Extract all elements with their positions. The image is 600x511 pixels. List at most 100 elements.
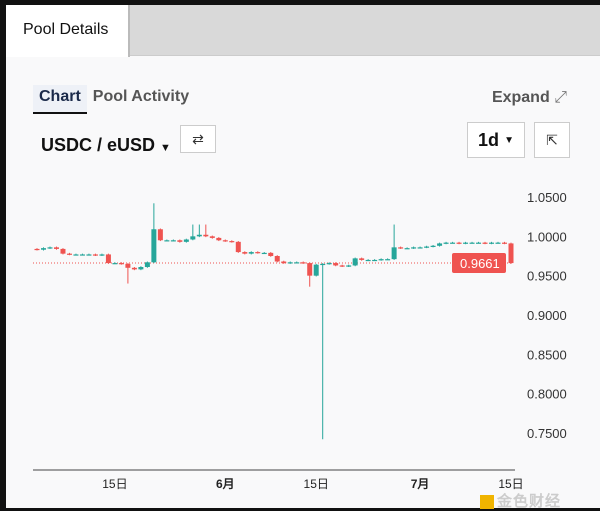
candle-body <box>326 263 332 265</box>
candle-body <box>346 265 352 267</box>
candle-body <box>424 246 430 248</box>
candle-body <box>502 242 508 244</box>
y-tick-label: 1.0500 <box>527 190 567 205</box>
candle-body <box>222 240 228 242</box>
expand-button[interactable]: Expand ⤢ <box>492 89 567 107</box>
candle-body <box>248 252 254 254</box>
chart-subtabs: Chart Pool Activity <box>33 85 195 114</box>
candle-body <box>196 234 202 237</box>
candle-body <box>209 236 215 238</box>
candle-body <box>398 247 404 249</box>
candle-body <box>372 259 378 262</box>
candle-body <box>411 247 417 249</box>
x-tick-label: 7月 <box>411 477 430 491</box>
candle-body <box>170 240 176 242</box>
subtab-chart[interactable]: Chart <box>33 85 87 114</box>
y-tick-label: 1.0000 <box>527 229 567 244</box>
candle-body <box>313 264 319 276</box>
candle-body <box>476 242 482 244</box>
candle-body <box>242 252 248 254</box>
candle-body <box>294 262 300 264</box>
candle-body <box>125 263 131 268</box>
candle-body <box>508 243 514 264</box>
candle-body <box>300 262 306 264</box>
expand-label: Expand <box>491 89 550 106</box>
candle-body <box>151 229 157 263</box>
tab-bar: Pool Details <box>6 5 600 57</box>
tab-pool-details[interactable]: Pool Details <box>6 5 130 57</box>
candle-body <box>229 241 235 243</box>
candle-body <box>456 242 462 244</box>
candle-body <box>164 240 170 242</box>
x-tick-label: 15日 <box>304 477 329 491</box>
candle-body <box>177 240 183 242</box>
candle-body <box>105 254 111 264</box>
candle-body <box>66 253 72 255</box>
candle-body <box>86 254 92 256</box>
y-tick-label: 0.8000 <box>527 387 567 402</box>
candle-body <box>320 263 326 266</box>
interval-selector[interactable]: 1d ▼ <box>467 122 525 158</box>
candle-body <box>281 261 287 264</box>
candle-body <box>333 263 339 266</box>
swap-icon: ⇄ <box>192 130 204 147</box>
x-tick-label: 15日 <box>498 477 523 491</box>
candle-body <box>203 234 209 237</box>
candle-body <box>144 262 150 268</box>
subtab-pool-activity[interactable]: Pool Activity <box>92 88 190 105</box>
pair-selector[interactable]: USDC / eUSD ▼ <box>41 135 171 156</box>
candle-body <box>157 229 163 241</box>
candle-body <box>118 263 124 265</box>
candle-body <box>450 242 456 244</box>
candle-body <box>287 262 293 264</box>
watermark-logo: 金色财经 <box>480 494 561 510</box>
candle-body <box>437 243 443 246</box>
candle-body <box>235 241 241 253</box>
candle-body <box>99 254 105 256</box>
candle-body <box>190 236 196 240</box>
candle-body <box>391 247 397 260</box>
candle-body <box>443 242 449 244</box>
candle-body <box>482 242 488 244</box>
caret-down-icon: ▼ <box>160 142 171 154</box>
candle-body <box>404 248 410 250</box>
candle-body <box>268 252 274 257</box>
candle-body <box>92 254 98 256</box>
current-price-badge <box>452 253 506 274</box>
candle-body <box>307 263 313 276</box>
x-tick-label: 6月 <box>216 477 235 491</box>
candle-body <box>430 245 436 247</box>
candle-body <box>34 248 40 251</box>
candle-body <box>131 267 137 270</box>
candle-body <box>378 259 384 261</box>
candle-body <box>53 247 59 249</box>
x-tick-label: 15日 <box>102 477 127 491</box>
candle-body <box>365 259 371 262</box>
cursor-tool-button[interactable]: ⇱ <box>534 122 570 158</box>
candle-body <box>261 252 267 255</box>
y-tick-label: 0.8500 <box>527 347 567 362</box>
candle-body <box>385 259 391 261</box>
cursor-icon: ⇱ <box>546 131 558 148</box>
swap-pair-button[interactable]: ⇄ <box>180 125 216 153</box>
candle-body <box>359 258 365 260</box>
caret-down-icon: ▼ <box>504 134 514 146</box>
candle-body <box>352 258 358 266</box>
candle-body <box>183 239 189 242</box>
candle-body <box>60 248 66 254</box>
y-tick-label: 0.9500 <box>527 269 567 284</box>
candle-body <box>216 237 222 241</box>
pair-label: USDC / eUSD <box>41 135 156 155</box>
candle-body <box>255 252 261 254</box>
y-tick-label: 0.7500 <box>527 426 567 441</box>
candle-body <box>469 242 475 244</box>
current-price-label: 0.9661 <box>460 256 500 271</box>
candle-body <box>138 267 144 270</box>
candle-body <box>40 248 46 250</box>
candle-body <box>489 242 495 244</box>
candle-body <box>47 247 53 249</box>
candle-body <box>495 242 501 244</box>
candle-body <box>274 256 280 262</box>
candle-body <box>79 254 85 256</box>
